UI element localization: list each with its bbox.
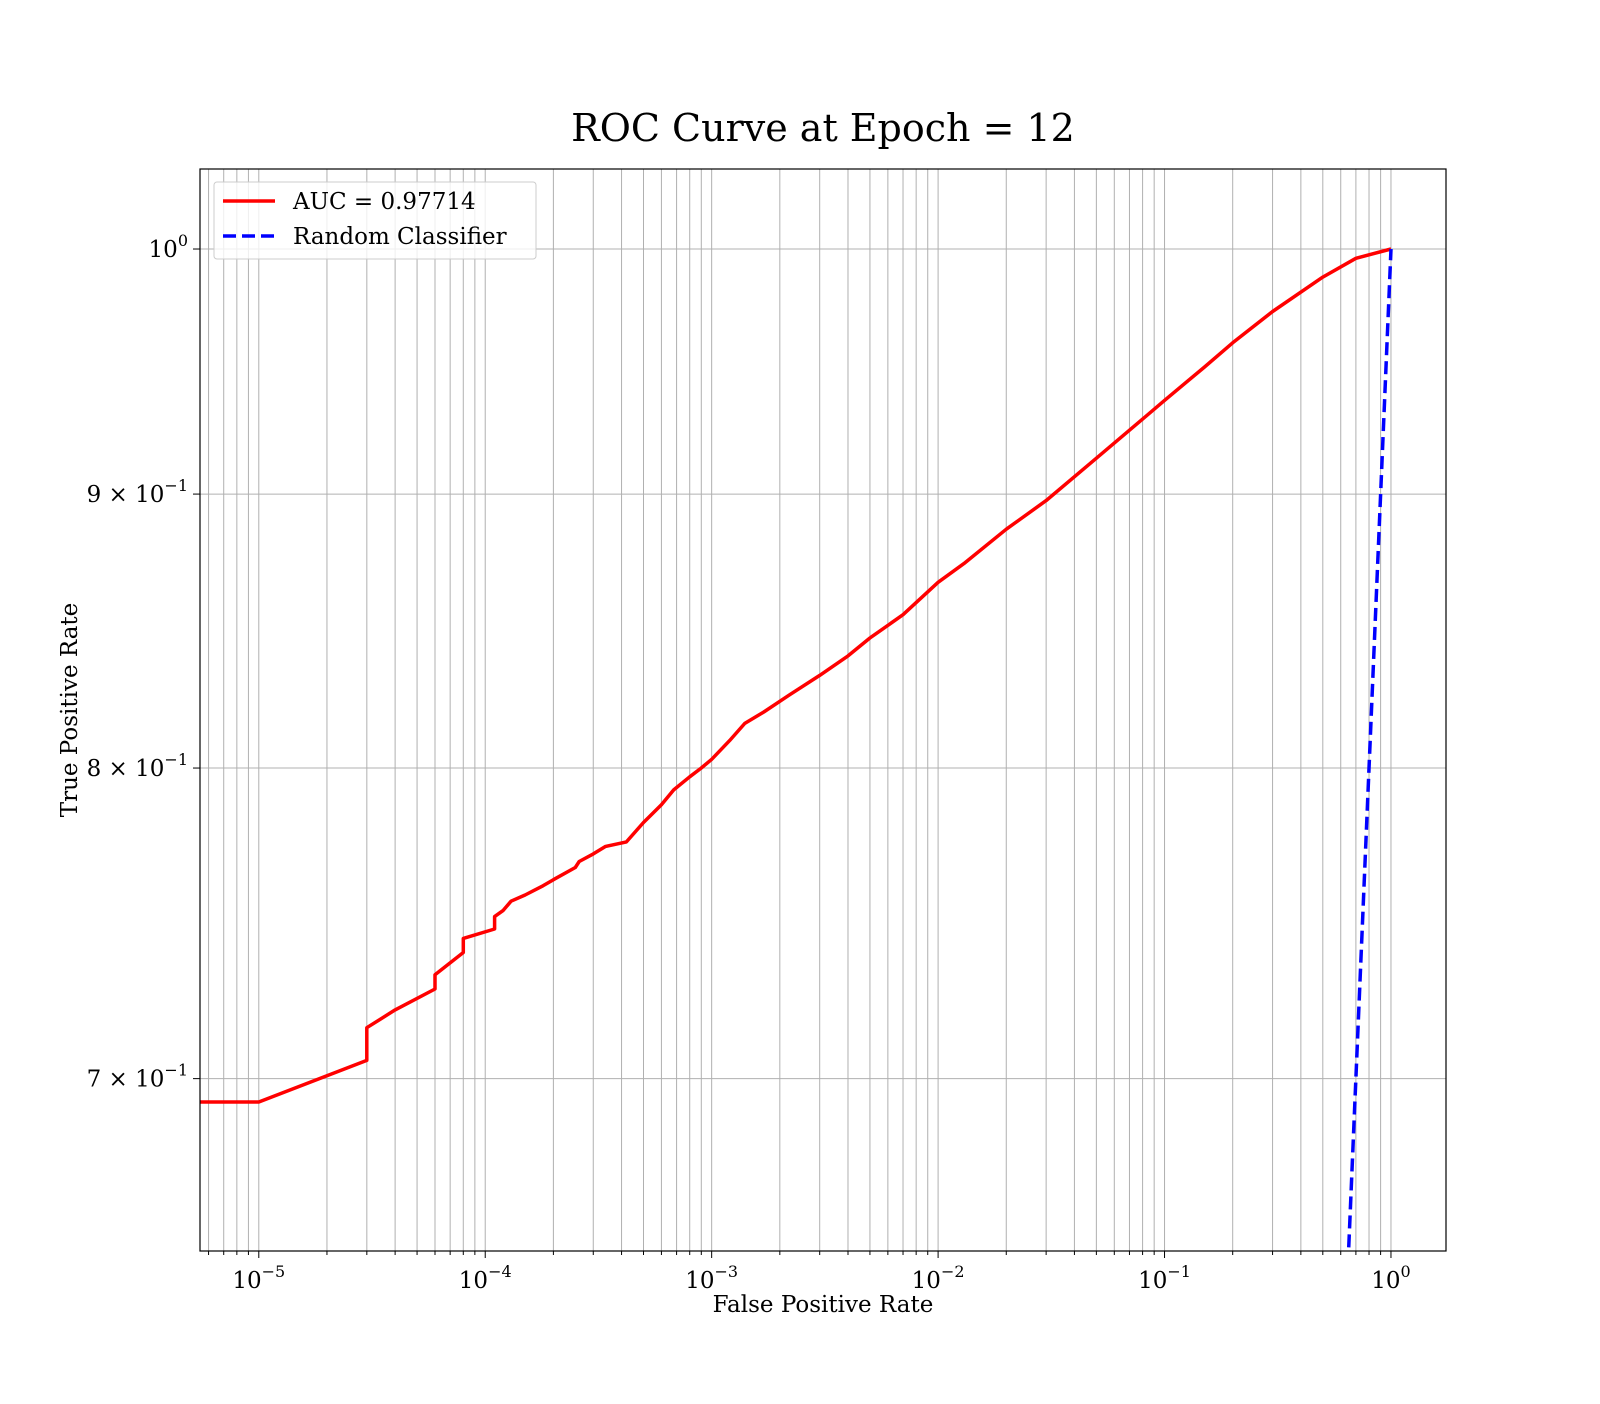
- random-classifier-line: [1346, 248, 1393, 1251]
- y-axis-label: True Positive Rate: [57, 603, 83, 818]
- legend-label-auc: AUC = 0.97714: [292, 189, 476, 215]
- x-tick-label: 10−4: [459, 1262, 512, 1294]
- grid-lines: [200, 169, 1446, 1251]
- series-layer: [200, 247, 1393, 1251]
- legend: AUC = 0.97714 Random Classifier: [213, 181, 537, 260]
- x-tick-label: 10−1: [1138, 1262, 1191, 1294]
- y-tick-label: 7 × 10−1: [87, 1061, 188, 1093]
- tick-layer: 10−5 10−4 10−3 10−2 10−1 100 100 9 × 10−1 8 × 10…: [87, 231, 1411, 1294]
- y-tick-label: 8 × 10−1: [87, 750, 188, 782]
- roc-curve-line: [200, 247, 1392, 1104]
- x-tick-label: 10−2: [912, 1262, 965, 1294]
- x-tick-label: 10−3: [685, 1262, 738, 1294]
- legend-label-random: Random Classifier: [293, 224, 507, 250]
- y-tick-label: 100: [149, 231, 188, 263]
- x-tick-label: 100: [1371, 1262, 1410, 1294]
- plot-frame: [199, 168, 1447, 1252]
- legend-box: [213, 181, 537, 260]
- chart-title: ROC Curve at Epoch = 12: [571, 106, 1075, 150]
- x-axis-label: False Positive Rate: [713, 1292, 934, 1318]
- x-tick-label: 10−5: [232, 1262, 285, 1294]
- y-tick-label: 9 × 10−1: [87, 476, 188, 508]
